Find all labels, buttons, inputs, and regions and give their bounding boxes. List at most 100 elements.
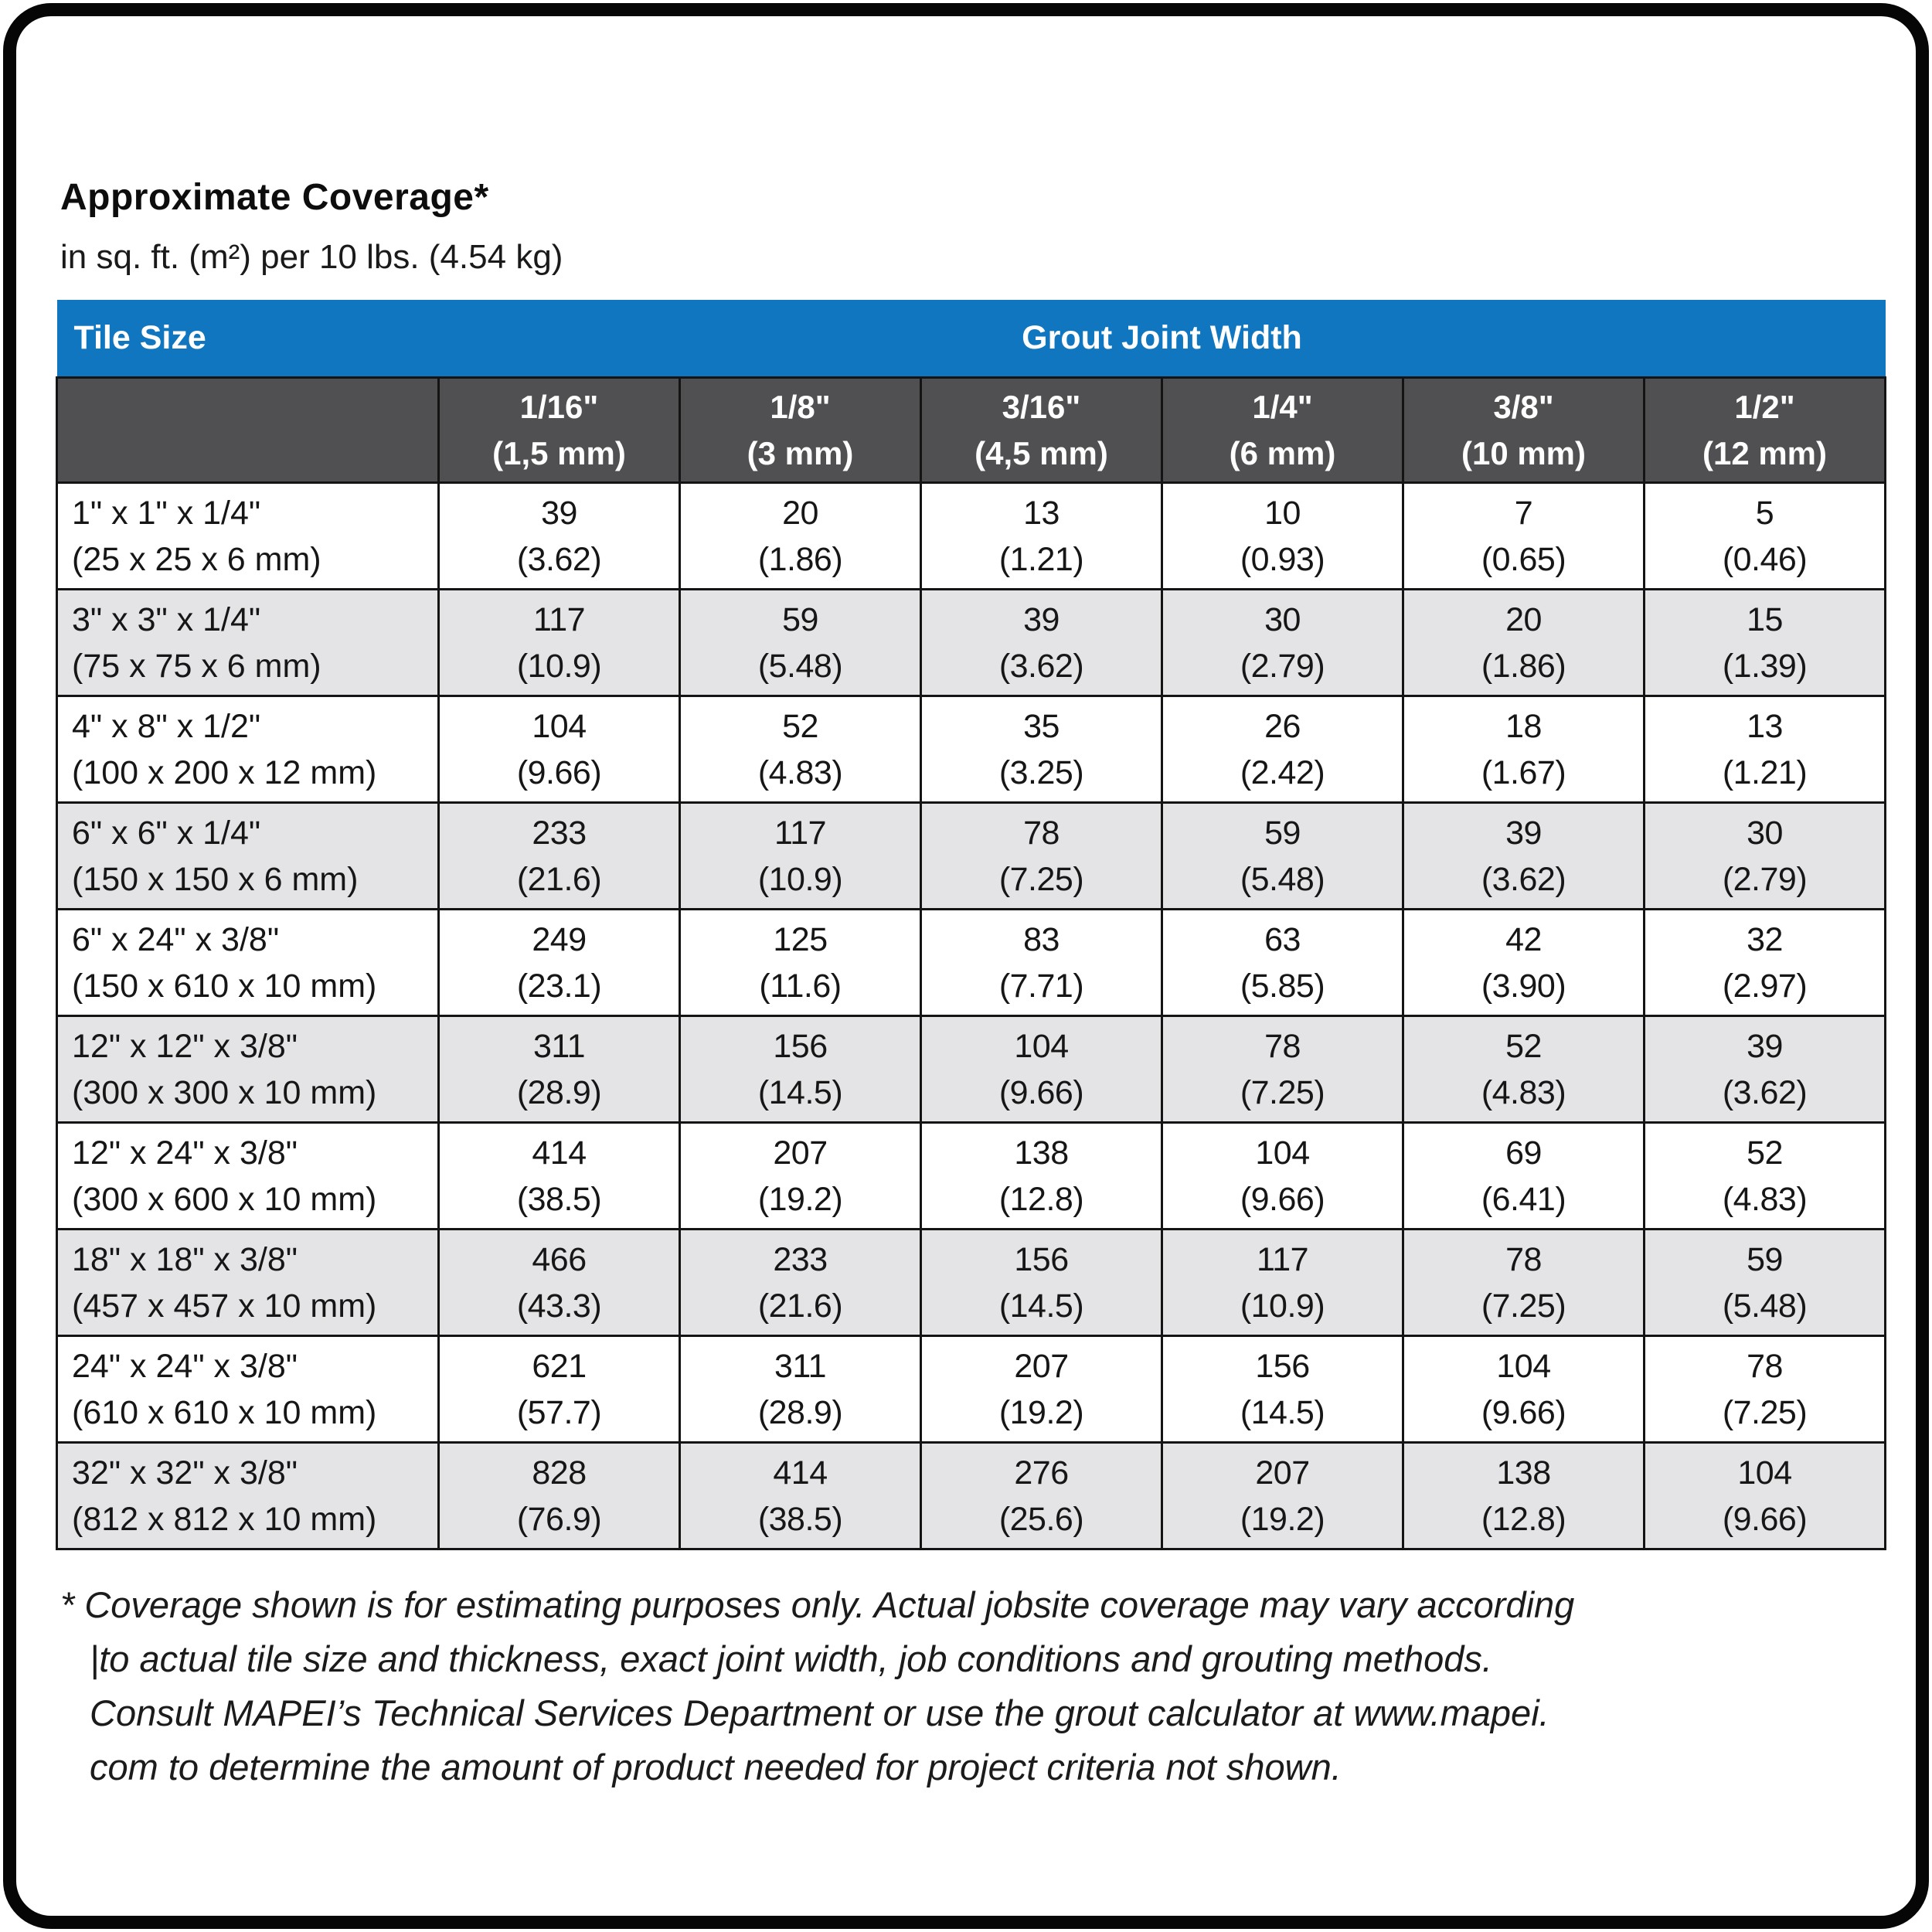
coverage-sqft: 104 (1496, 1347, 1551, 1385)
coverage-cell: 32 (2.97) (1643, 908, 1886, 1017)
coverage-sqft: 13 (1747, 707, 1783, 745)
footnote: * Coverage shown is for estimating purpo… (60, 1578, 1932, 1794)
coverage-sqft: 39 (1023, 600, 1060, 638)
coverage-m2: (38.5) (757, 1500, 843, 1538)
coverage-m2: (9.66) (1240, 1180, 1325, 1218)
coverage-cell: 78 (7.25) (1643, 1335, 1886, 1444)
coverage-sqft: 233 (773, 1240, 828, 1278)
coverage-sqft: 30 (1264, 600, 1301, 638)
coverage-sqft: 7 (1514, 494, 1533, 532)
coverage-sqft: 69 (1505, 1134, 1542, 1172)
coverage-sqft: 10 (1264, 494, 1301, 532)
coverage-sqft: 249 (532, 920, 587, 958)
coverage-cell: 125 (11.6) (679, 908, 922, 1017)
joint-width-column-header: 1/4" (6 mm) (1161, 376, 1404, 484)
tile-size-inches: 24" x 24" x 3/8" (72, 1347, 298, 1385)
coverage-sqft: 311 (774, 1347, 827, 1385)
tile-size-mm: (812 x 812 x 10 mm) (72, 1500, 377, 1538)
tile-size-cell: 12" x 24" x 3/8" (300 x 600 x 10 mm) (56, 1121, 440, 1230)
coverage-sqft: 104 (532, 707, 587, 745)
coverage-cell: 621 (57.7) (437, 1335, 681, 1444)
joint-width-mm: (1,5 mm) (492, 434, 626, 471)
coverage-m2: (38.5) (516, 1180, 602, 1218)
coverage-sqft: 207 (1014, 1347, 1069, 1385)
joint-width-column-header: 1/2" (12 mm) (1643, 376, 1886, 484)
joint-width-inches: 1/8" (770, 388, 831, 425)
coverage-m2: (9.66) (516, 753, 602, 791)
tile-size-cell: 18" x 18" x 3/8" (457 x 457 x 10 mm) (56, 1228, 440, 1337)
coverage-m2: (2.79) (1722, 860, 1808, 898)
coverage-m2: (10.9) (1240, 1287, 1325, 1325)
coverage-cell: 138 (12.8) (920, 1121, 1163, 1230)
coverage-m2: (1.86) (757, 540, 843, 578)
coverage-sqft: 39 (1747, 1027, 1783, 1065)
coverage-cell: 69 (6.41) (1402, 1121, 1645, 1230)
coverage-m2: (21.6) (757, 1287, 843, 1325)
coverage-sqft: 117 (532, 600, 586, 638)
coverage-cell: 207 (19.2) (679, 1121, 922, 1230)
coverage-table: Tile Size Grout Joint Width 1/16" (1,5 mm… (56, 300, 1886, 1550)
joint-width-mm: (10 mm) (1461, 434, 1587, 471)
coverage-cell: 276 (25.6) (920, 1441, 1163, 1550)
coverage-m2: (9.66) (1722, 1500, 1808, 1538)
coverage-cell: 311 (28.9) (437, 1015, 681, 1124)
footnote-line: Consult MAPEI’s Technical Services Depar… (90, 1692, 1549, 1733)
coverage-sqft: 59 (1747, 1240, 1783, 1278)
coverage-cell: 466 (43.3) (437, 1228, 681, 1337)
joint-width-inches: 1/2" (1734, 388, 1795, 425)
coverage-table-body: 1" x 1" x 1/4" (25 x 25 x 6 mm) 39 (3.62) 20… (56, 481, 1886, 1550)
tile-size-mm: (100 x 200 x 12 mm) (72, 753, 377, 791)
coverage-cell: 59 (5.48) (1161, 801, 1404, 910)
coverage-sqft: 156 (773, 1027, 828, 1065)
coverage-cell: 156 (14.5) (1161, 1335, 1404, 1444)
joint-width-header-row: 1/16" (1,5 mm) 1/8" (3 mm) 3/16" (4,5 mm) 1/4"… (56, 376, 1886, 484)
coverage-m2: (7.25) (1481, 1287, 1566, 1325)
coverage-m2: (9.66) (998, 1073, 1084, 1111)
coverage-cell: 15 (1.39) (1643, 588, 1886, 697)
coverage-sqft: 59 (1264, 814, 1301, 852)
tile-size-cell: 6" x 24" x 3/8" (150 x 610 x 10 mm) (56, 908, 440, 1017)
coverage-m2: (0.46) (1722, 540, 1808, 578)
grout-joint-width-header: Grout Joint Width (438, 300, 1886, 378)
coverage-m2: (19.2) (1240, 1500, 1325, 1538)
coverage-cell: 63 (5.85) (1161, 908, 1404, 1017)
coverage-sqft: 78 (1747, 1347, 1783, 1385)
table-row: 6" x 24" x 3/8" (150 x 610 x 10 mm) 249 (23… (56, 908, 1886, 1017)
tile-size-cell: 3" x 3" x 1/4" (75 x 75 x 6 mm) (56, 588, 440, 697)
coverage-m2: (1.21) (1722, 753, 1808, 791)
coverage-m2: (9.66) (1481, 1393, 1566, 1431)
coverage-cell: 39 (3.62) (920, 588, 1163, 697)
joint-width-inches: 1/4" (1252, 388, 1313, 425)
coverage-m2: (19.2) (998, 1393, 1084, 1431)
joint-width-inches: 3/8" (1493, 388, 1554, 425)
coverage-cell: 20 (1.86) (1402, 588, 1645, 697)
coverage-sqft: 233 (532, 814, 587, 852)
coverage-sqft: 52 (782, 707, 818, 745)
coverage-cell: 39 (3.62) (1643, 1015, 1886, 1124)
table-row: 4" x 8" x 1/2" (100 x 200 x 12 mm) 104 (9.6… (56, 695, 1886, 804)
table-row: 12" x 24" x 3/8" (300 x 600 x 10 mm) 414 (3… (56, 1121, 1886, 1230)
coverage-sqft: 32 (1747, 920, 1783, 958)
joint-width-column-header: 3/8" (10 mm) (1402, 376, 1645, 484)
coverage-cell: 117 (10.9) (1161, 1228, 1404, 1337)
coverage-sqft: 414 (532, 1134, 587, 1172)
tile-size-cell: 1" x 1" x 1/4" (25 x 25 x 6 mm) (56, 481, 440, 590)
coverage-sqft: 63 (1264, 920, 1301, 958)
coverage-cell: 42 (3.90) (1402, 908, 1645, 1017)
empty-header-cell (56, 376, 440, 484)
table-row: 6" x 6" x 1/4" (150 x 150 x 6 mm) 233 (21.6… (56, 801, 1886, 910)
coverage-m2: (10.9) (516, 647, 602, 685)
coverage-cell: 828 (76.9) (437, 1441, 681, 1550)
tile-size-cell: 32" x 32" x 3/8" (812 x 812 x 10 mm) (56, 1441, 440, 1550)
coverage-sqft: 138 (1014, 1134, 1069, 1172)
coverage-m2: (11.6) (759, 967, 842, 1005)
coverage-cell: 5 (0.46) (1643, 481, 1886, 590)
coverage-cell: 13 (1.21) (1643, 695, 1886, 804)
joint-width-mm: (6 mm) (1229, 434, 1336, 471)
coverage-m2: (4.83) (1722, 1180, 1808, 1218)
tile-size-inches: 6" x 24" x 3/8" (72, 920, 280, 958)
coverage-m2: (3.25) (998, 753, 1084, 791)
coverage-cell: 18 (1.67) (1402, 695, 1645, 804)
coverage-m2: (25.6) (998, 1500, 1084, 1538)
